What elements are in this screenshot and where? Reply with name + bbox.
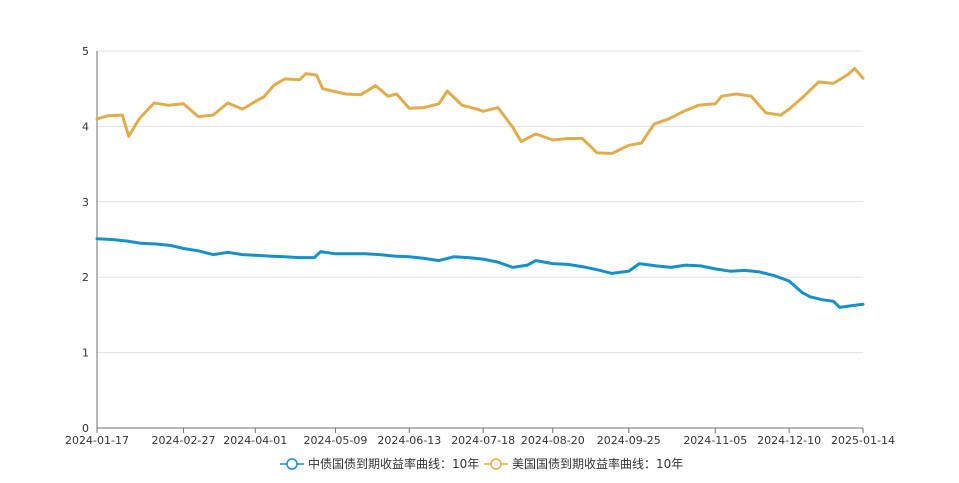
x-tick-label: 2024-05-09 [303,434,367,447]
y-tick-label: 2 [82,271,89,284]
legend[interactable]: 中债国债到期收益率曲线：10年 美国国债到期收益率曲线：10年 [280,456,683,471]
x-tick-label: 2024-11-05 [683,434,747,447]
x-tick-label: 2024-02-27 [152,434,216,447]
y-tick-label: 5 [82,45,89,58]
y-tick-label: 4 [82,120,89,133]
x-tick-label: 2024-01-17 [65,434,129,447]
y-tick-label: 1 [82,347,89,360]
legend-item-ust[interactable]: 美国国债到期收益率曲线：10年 [484,456,683,471]
legend-item-cgb[interactable]: 中债国债到期收益率曲线：10年 [280,456,479,471]
x-tick-label: 2024-06-13 [377,434,441,447]
series-line-ust-10y[interactable] [95,66,865,155]
legend-label-ust: 美国国债到期收益率曲线：10年 [512,456,683,471]
axes: 0 1 2 3 4 5 2024-01-17 2024-02-27 2024-04-01 2024… [65,45,895,447]
series-lines [95,66,865,309]
legend-marker-cgb [286,458,298,470]
x-tick-label: 2024-04-01 [223,434,287,447]
gridlines [97,50,863,354]
legend-label-cgb: 中债国债到期收益率曲线：10年 [308,456,479,471]
x-tick-label: 2024-09-25 [597,434,661,447]
series-line-cgb-10y[interactable] [95,237,865,309]
legend-marker-ust [490,458,502,470]
x-tick-label: 2025-01-14 [831,434,895,447]
x-tick-label: 2024-12-10 [757,434,821,447]
x-tick-label: 2024-08-20 [521,434,585,447]
x-tick-label: 2024-07-18 [451,434,515,447]
y-tick-label: 3 [82,196,89,209]
y-tick-label: 0 [82,422,89,435]
